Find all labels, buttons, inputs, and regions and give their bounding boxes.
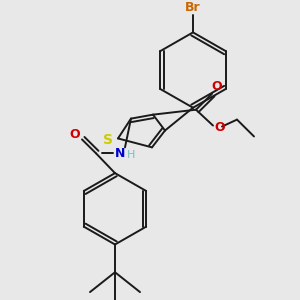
Text: S: S [103, 134, 113, 147]
Text: H: H [127, 150, 135, 160]
Text: Br: Br [185, 1, 201, 14]
Text: O: O [212, 80, 222, 93]
Text: O: O [70, 128, 80, 141]
Text: O: O [215, 121, 225, 134]
Text: N: N [115, 147, 125, 160]
